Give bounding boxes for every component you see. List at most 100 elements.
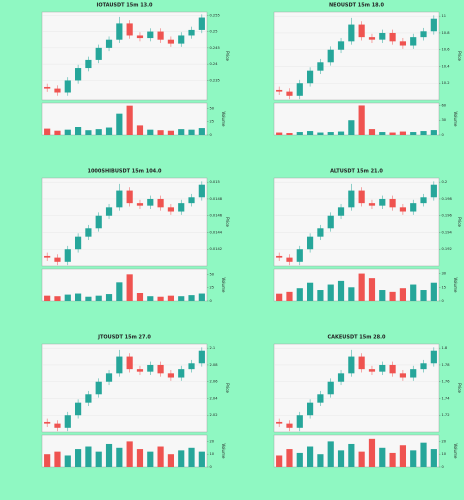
volume-bar <box>188 295 195 301</box>
volume-bar <box>337 131 345 135</box>
candle-body <box>75 236 82 250</box>
candle-body <box>85 59 92 69</box>
volume-bar <box>296 132 303 135</box>
candle-body <box>379 198 386 206</box>
candle-body <box>420 31 427 38</box>
candle-body <box>389 364 396 374</box>
candle-body <box>64 249 71 262</box>
candle-body <box>410 369 417 378</box>
candle-body <box>368 203 376 206</box>
candle-body <box>337 373 345 382</box>
candle-body <box>399 373 406 378</box>
candle-body <box>358 190 365 204</box>
y2-tick-label: 25 <box>210 120 215 124</box>
volume-bar <box>317 454 324 467</box>
y2-axis-label: Volume <box>453 278 458 293</box>
y-tick-label: 2.02 <box>210 413 218 417</box>
candle-body <box>348 356 355 374</box>
volume-bar <box>188 129 195 135</box>
volume-bar <box>198 451 205 467</box>
volume-bar <box>276 293 283 301</box>
candle-body <box>327 215 334 229</box>
chart-title: JTOUSDT 15m 27.0 <box>97 335 151 341</box>
y-tick-label: 0.0146 <box>210 214 223 218</box>
candle-body <box>147 364 154 372</box>
volume-bar <box>327 132 334 135</box>
y2-tick-label: 30 <box>442 118 447 122</box>
candle-body <box>389 32 396 42</box>
volume-bar <box>420 131 427 135</box>
candle-body <box>178 35 185 44</box>
y-axis-label: Price <box>225 51 230 61</box>
candle-body <box>399 207 406 212</box>
candle-body <box>327 381 334 395</box>
candle-body <box>136 203 144 206</box>
candle-body <box>430 18 437 32</box>
volume-bar <box>276 132 283 135</box>
candle-body <box>95 381 102 395</box>
y2-tick-label: 20 <box>442 439 447 443</box>
candle-body <box>358 356 365 370</box>
y-axis-label: Price <box>457 51 462 61</box>
candle-body <box>147 198 154 206</box>
y-tick-label: 0.245 <box>210 46 220 50</box>
y-tick-label: 0.2 <box>442 180 448 184</box>
candle-body <box>368 369 376 372</box>
candle-body <box>337 41 345 50</box>
volume-bar <box>44 128 51 135</box>
volume-bar <box>286 449 293 467</box>
volume-bar <box>430 130 437 135</box>
candle-body <box>198 350 205 364</box>
candle-body <box>276 89 283 92</box>
candle-body <box>116 190 123 208</box>
volume-bar <box>379 132 386 135</box>
y-tick-label: 0.192 <box>442 247 452 251</box>
volume-bar <box>296 288 303 301</box>
candle-body <box>178 203 185 212</box>
candle-body <box>44 86 51 89</box>
chart-title: 1000SHIBUSDT 15m 104.0 <box>87 169 162 175</box>
volume-bar <box>105 127 113 135</box>
candle-body <box>167 373 174 378</box>
y-tick-label: 2.04 <box>210 396 219 400</box>
y2-tick-label: 0 <box>442 133 445 137</box>
volume-bar <box>85 130 92 135</box>
volume-bar <box>188 447 195 467</box>
volume-bar <box>399 131 406 135</box>
volume-bar <box>317 290 324 301</box>
volume-bar <box>389 452 396 467</box>
volume-bar <box>307 446 314 467</box>
volume-bar <box>75 449 82 467</box>
candle-body <box>147 31 154 39</box>
candle-body <box>64 415 71 428</box>
volume-bar <box>126 441 133 467</box>
volume-bar <box>147 296 154 301</box>
volume-bar <box>296 452 303 467</box>
y2-tick-label: 50 <box>210 106 215 110</box>
volume-bar <box>327 284 334 301</box>
candle-body <box>430 184 437 198</box>
candle-body <box>75 68 82 81</box>
volume-bar <box>167 295 174 301</box>
y-axis-label: Price <box>457 217 462 227</box>
volume-bar <box>379 290 386 301</box>
y2-axis-label: Volume <box>221 278 226 293</box>
y2-tick-label: 10 <box>210 452 215 456</box>
volume-bar <box>136 449 144 467</box>
volume-bar <box>157 446 164 467</box>
candle-body <box>54 423 61 428</box>
volume-bar <box>286 291 293 301</box>
candle-body <box>126 23 133 36</box>
candle-body <box>379 364 386 372</box>
candle-body <box>188 363 195 370</box>
volume-bar <box>95 129 102 135</box>
volume-bar <box>410 284 417 301</box>
candle-body <box>157 364 164 374</box>
candle-body <box>54 257 61 262</box>
candle-body <box>379 32 386 40</box>
volume-bar <box>368 278 376 301</box>
volume-bar <box>379 447 386 467</box>
volume-bar <box>44 454 51 467</box>
